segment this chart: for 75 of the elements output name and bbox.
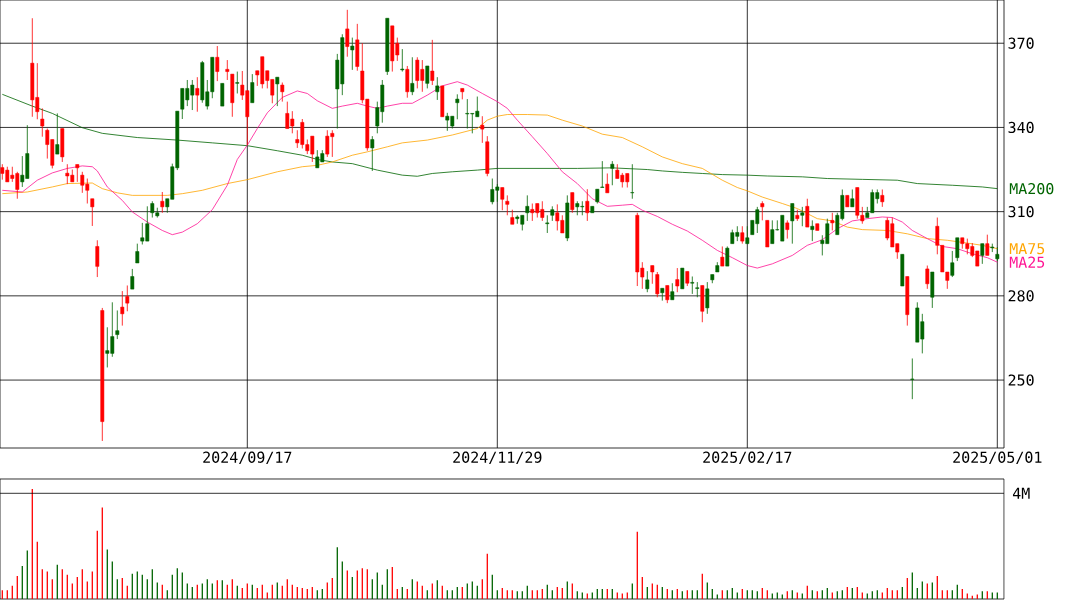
candlestick — [790, 203, 795, 245]
candlestick — [610, 160, 615, 186]
candlestick — [805, 198, 810, 228]
candlestick — [720, 246, 725, 267]
candlestick — [55, 113, 60, 155]
candlestick — [430, 39, 435, 86]
candlestick — [585, 188, 590, 222]
candlestick — [525, 194, 530, 222]
candlestick — [950, 250, 955, 278]
candlestick — [130, 268, 135, 290]
candlestick — [90, 198, 95, 227]
candlestick — [455, 93, 460, 120]
candlestick — [985, 234, 990, 256]
candlestick — [215, 45, 220, 82]
candlestick — [480, 115, 485, 144]
y-tick-label: 340 — [1008, 121, 1034, 134]
x-tick-label: 2025/05/01 — [953, 451, 1042, 465]
candlestick — [980, 243, 985, 265]
candlestick — [800, 206, 805, 227]
y-tick-label: 280 — [1008, 290, 1034, 302]
candlestick — [95, 239, 100, 278]
candlestick — [570, 192, 575, 214]
candlestick — [675, 267, 680, 293]
candlestick — [910, 358, 915, 400]
line-series — [1, 81, 998, 269]
candlestick — [280, 82, 285, 103]
candlestick — [785, 219, 790, 239]
candlestick — [135, 243, 140, 264]
y-tick-label: 310 — [1008, 205, 1034, 218]
candlestick — [955, 237, 960, 262]
y-tick-label: 250 — [1008, 374, 1034, 386]
candlestick — [830, 212, 835, 231]
candlestick — [725, 246, 730, 267]
candlestick — [505, 194, 510, 216]
candlestick — [810, 219, 815, 242]
x-tick-label: 2024/11/29 — [453, 451, 542, 465]
candlestick — [545, 214, 550, 234]
candlestick — [500, 187, 505, 211]
candlestick — [650, 265, 655, 285]
ref-line-label: 4M — [1012, 487, 1030, 499]
candlestick — [195, 76, 200, 113]
candlestick — [425, 65, 430, 89]
candlestick — [345, 9, 350, 58]
candlestick — [410, 56, 415, 96]
candlestick — [645, 270, 650, 293]
candlestick — [250, 73, 255, 104]
candlestick — [405, 65, 410, 99]
candlestick — [435, 76, 440, 101]
series-label: MA75 — [1009, 243, 1045, 255]
x-tick-label: 2025/02/17 — [703, 451, 792, 465]
x-tick-label: 2024/09/17 — [203, 451, 292, 465]
series-label: MA25 — [1009, 256, 1045, 268]
candlestick — [160, 191, 165, 214]
candlestick — [40, 107, 45, 138]
candlestick — [705, 281, 710, 315]
candlestick — [680, 267, 685, 290]
candlestick — [115, 310, 120, 340]
candlestick — [75, 164, 80, 183]
candlestick — [760, 200, 765, 221]
candlestick — [220, 82, 225, 107]
candlestick — [925, 265, 930, 290]
candlestick — [275, 76, 280, 107]
candlestick — [400, 48, 405, 72]
candlestick — [120, 290, 125, 327]
candlestick — [605, 173, 610, 194]
y-tick-label: 370 — [1008, 37, 1034, 49]
candlestick — [370, 135, 375, 172]
series-label: MA200 — [1009, 182, 1054, 195]
candlestick — [655, 271, 660, 298]
candlestick — [235, 71, 240, 94]
candlestick — [225, 59, 230, 81]
candlestick — [350, 37, 355, 71]
candlestick — [125, 285, 130, 312]
candlestick — [690, 276, 695, 295]
candlestick — [695, 281, 700, 298]
